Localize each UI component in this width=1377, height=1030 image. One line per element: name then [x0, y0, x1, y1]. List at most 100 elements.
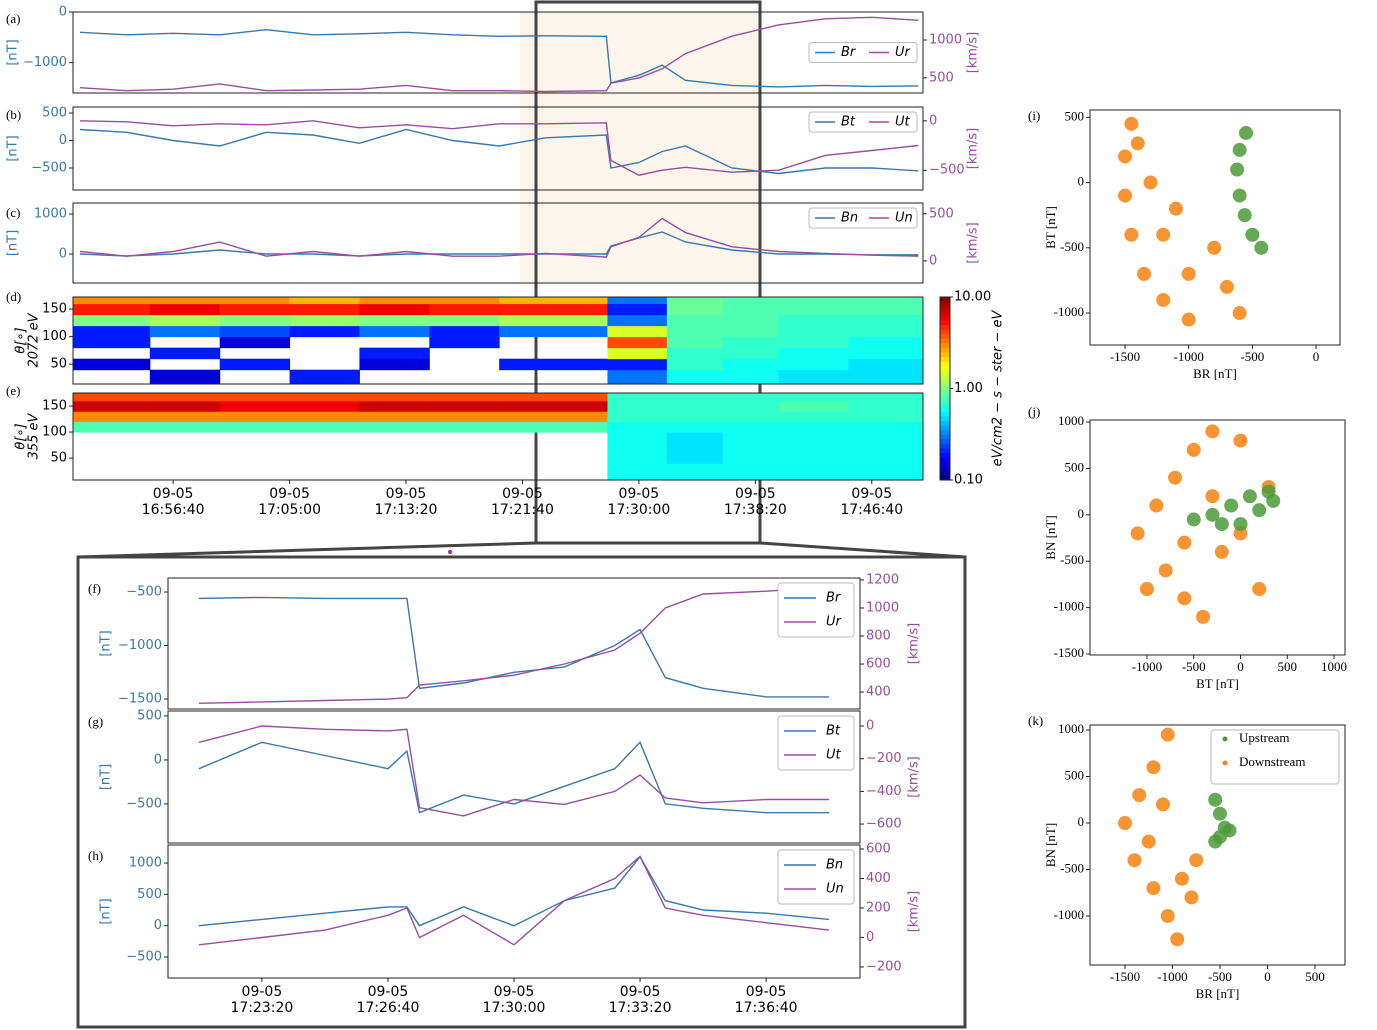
y-tick-label: −1000 — [23, 55, 67, 70]
heatmap-cell — [607, 336, 668, 349]
x-tick-label: 09-05 17:36:40 — [734, 984, 798, 1016]
heatmap-cell — [778, 463, 849, 481]
legend-box — [777, 715, 855, 771]
plot-frame — [72, 202, 924, 284]
scatter-point — [1205, 507, 1220, 522]
plot-frame — [1089, 724, 1346, 966]
heatmap-cell — [666, 297, 724, 305]
heatmap-cell — [607, 442, 668, 454]
heatmap-cell — [778, 421, 849, 433]
scatter-point — [1266, 493, 1281, 508]
x-tick-label: 500 — [1278, 659, 1298, 674]
y2-axis-label: [km/s] — [966, 128, 981, 170]
heatmap-cell — [359, 421, 430, 433]
colorbar-segment — [940, 370, 950, 376]
heatmap-cell — [666, 303, 724, 316]
colorbar-segment — [940, 420, 950, 426]
x-tick-label: 09-05 17:21:40 — [490, 486, 554, 518]
colorbar-segment — [940, 333, 950, 339]
colorbar-segment — [940, 329, 950, 335]
heatmap-cell — [722, 393, 780, 402]
heatmap-cell — [359, 314, 430, 327]
x-tick-label: 09-05 17:23:20 — [230, 984, 294, 1016]
heatmap-cell — [778, 432, 849, 443]
y-tick-label: 100 — [42, 425, 67, 440]
scatter-point — [1233, 517, 1248, 532]
legend-label: Downstream — [1239, 754, 1305, 769]
heatmap-cell — [607, 463, 668, 481]
colorbar-segment — [940, 466, 950, 472]
y-tick-label: 1000 — [34, 207, 67, 222]
scatter-point — [1181, 312, 1196, 327]
y2-tick-label: 400 — [866, 871, 891, 886]
panel-label: (b) — [6, 107, 21, 122]
colorbar-segment — [940, 406, 950, 412]
heatmap-cell — [848, 369, 924, 385]
heatmap-cell — [359, 358, 430, 371]
highlight-region — [520, 12, 760, 283]
heatmap-cell — [666, 369, 724, 385]
heatmap-cell — [722, 347, 780, 360]
heatmap-cell — [73, 314, 151, 327]
heatmap-cell — [499, 400, 608, 412]
colorbar-segment — [940, 402, 950, 408]
scatter-point — [1219, 279, 1234, 294]
heatmap-cell — [219, 336, 291, 349]
colorbar-segment — [940, 393, 950, 399]
y-tick-label: 50 — [50, 357, 67, 372]
colorbar-segment — [940, 397, 950, 403]
series-line — [198, 596, 830, 698]
panel-label: (i) — [1028, 108, 1040, 123]
heatmap-cell — [848, 463, 924, 481]
heatmap-cell — [359, 297, 430, 305]
colorbar-label: eV/cm2 − s − ster − eV — [991, 310, 1006, 467]
colorbar-segment — [940, 338, 950, 344]
heatmap-cell — [607, 325, 668, 338]
legend-label: Ut — [826, 748, 842, 763]
heatmap-cell — [289, 393, 360, 402]
heatmap-cell — [722, 336, 780, 349]
y-tick-label: 0 — [1078, 506, 1085, 521]
legend-box — [808, 207, 918, 229]
colorbar-segment — [940, 379, 950, 385]
series-line — [79, 16, 919, 93]
heatmap-cell — [607, 393, 668, 402]
heatmap-cell — [666, 336, 724, 349]
x-tick-label: -1000 — [1174, 349, 1204, 364]
heatmap-cell — [722, 325, 780, 338]
y-tick-label: -1000 — [1054, 304, 1084, 319]
heatmap-cell — [666, 452, 724, 464]
x-tick-label: 09-05 17:46:40 — [840, 486, 904, 518]
scatter-point — [1222, 823, 1237, 838]
scatter-point — [1118, 188, 1133, 203]
y-tick-label: −1000 — [118, 638, 162, 653]
heatmap-cell — [219, 411, 291, 423]
legend-label: Un — [826, 882, 844, 897]
panel-label: (d) — [6, 289, 21, 304]
panel-label: (e) — [6, 383, 20, 398]
scatter-point — [1214, 517, 1229, 532]
x-tick-label: -500 — [1240, 349, 1264, 364]
heatmap-cell — [722, 303, 780, 316]
colorbar-segment — [940, 347, 950, 353]
x-tick-label: -500 — [1182, 659, 1206, 674]
heatmap-cell — [149, 400, 221, 412]
scatter-point — [1186, 442, 1201, 457]
scatter-point — [1214, 544, 1229, 559]
y-tick-label: −500 — [126, 950, 162, 965]
heatmap-cell — [848, 303, 924, 316]
scatter-point — [1232, 306, 1247, 321]
legend-marker — [1222, 736, 1228, 742]
x-tick-label: 09-05 17:05:00 — [258, 486, 321, 518]
heatmap-cell — [73, 358, 151, 371]
scatter-point — [1196, 609, 1211, 624]
panel-label: (h) — [88, 848, 103, 863]
y2-tick-label: −500 — [929, 163, 965, 178]
plot-frame — [72, 296, 924, 385]
colorbar-segment — [940, 411, 950, 417]
scatter-point — [1181, 266, 1196, 281]
y-axis-label: θ[∘] — [14, 327, 29, 353]
y2-tick-label: 500 — [929, 70, 954, 85]
